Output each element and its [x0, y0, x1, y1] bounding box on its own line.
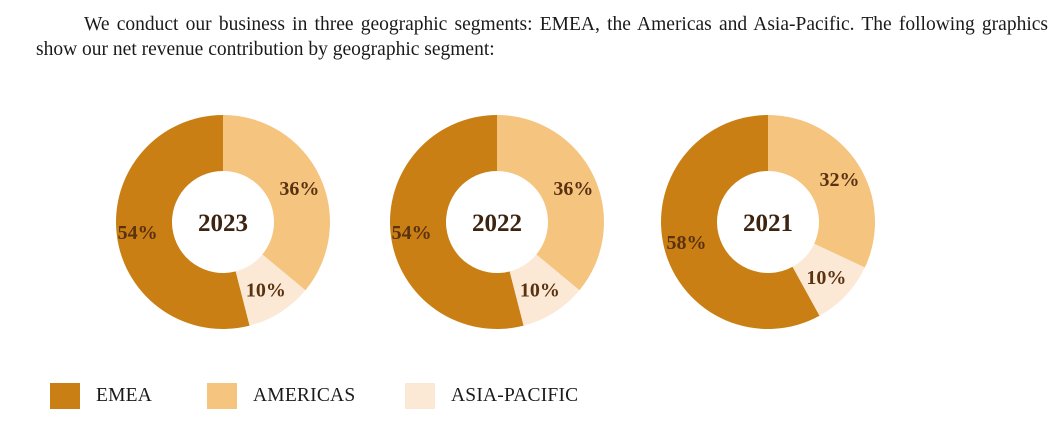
chart-center-year-2023: 2023 [198, 210, 248, 237]
data-label-americas-2022: 36% [553, 178, 593, 200]
data-label-americas-2023: 36% [279, 178, 319, 200]
data-label-emea-2023: 54% [118, 222, 158, 244]
legend-label-americas: AMERICAS [253, 385, 356, 406]
data-label-emea-2021: 58% [667, 232, 707, 254]
chart-center-year-2022: 2022 [472, 210, 522, 237]
legend-swatch-asia-pacific [405, 383, 435, 409]
slice-emea-2023 [116, 115, 250, 329]
legend-label-asia-pacific: ASIA-PACIFIC [451, 385, 579, 406]
slice-emea-2022 [390, 115, 524, 329]
slice-americas-2021 [768, 115, 875, 268]
legend-swatch-americas [207, 383, 237, 409]
intro-paragraph: We conduct our business in three geograp… [36, 14, 1048, 60]
legend-label-emea: EMEA [96, 385, 153, 406]
data-label-asia-pacific-2021: 10% [806, 267, 846, 289]
slice-americas-2023 [223, 115, 330, 291]
slice-americas-2022 [497, 115, 604, 291]
data-label-asia-pacific-2022: 10% [520, 280, 560, 302]
donut-chart-2021: 58% 32% 10% 2021 [660, 115, 875, 329]
chart-center-year-2021: 2021 [743, 210, 793, 237]
legend-item-americas: AMERICAS [207, 383, 355, 409]
data-label-americas-2021: 32% [820, 169, 860, 191]
legend-swatch-emea [50, 383, 80, 409]
slice-emea-2021 [660, 115, 820, 329]
slice-asia-pacific-2021 [792, 243, 865, 316]
legend-item-asia-pacific: ASIA-PACIFIC [405, 383, 578, 409]
donut-chart-2023: 54% 36% 10% 2023 [116, 115, 330, 329]
slice-asia-pacific-2022 [509, 254, 580, 326]
data-label-asia-pacific-2023: 10% [246, 280, 286, 302]
slice-asia-pacific-2023 [235, 254, 306, 326]
data-label-emea-2022: 54% [392, 222, 432, 244]
legend-item-emea: EMEA [50, 383, 152, 409]
donut-chart-2022: 54% 36% 10% 2022 [390, 115, 604, 329]
